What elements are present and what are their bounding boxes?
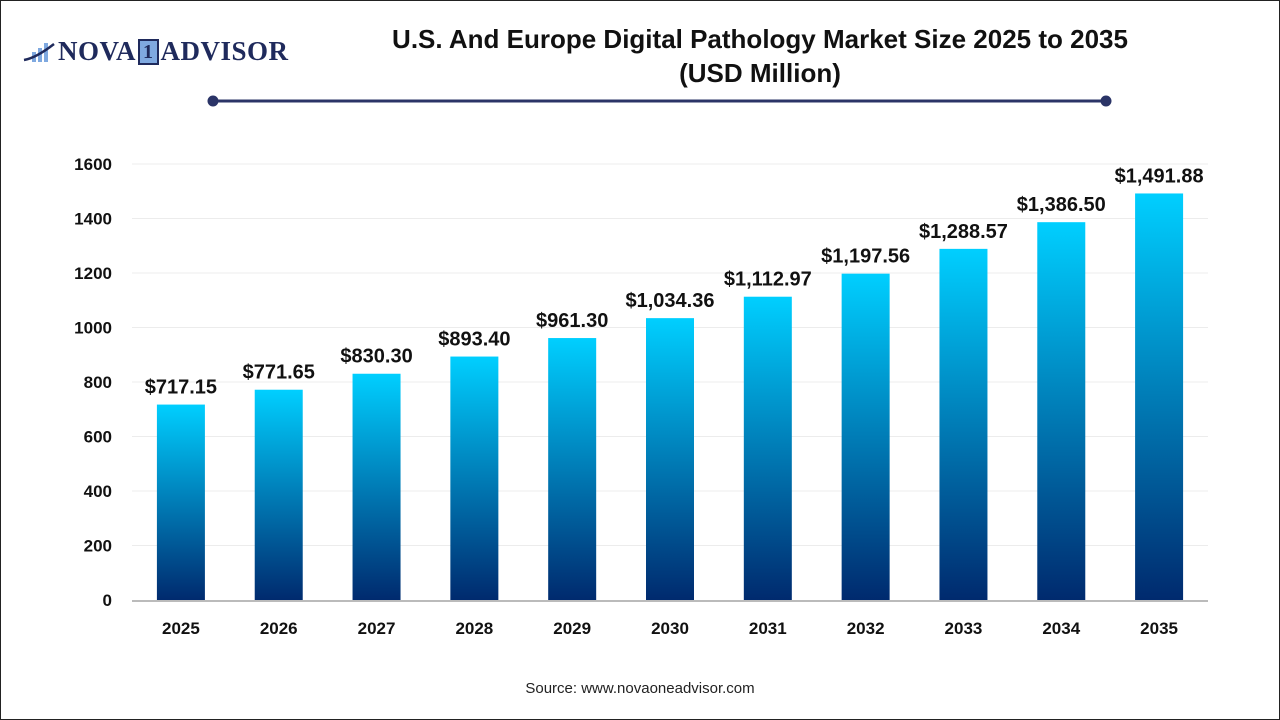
data-label: $1,491.88 bbox=[1115, 165, 1204, 187]
data-label: $1,288.57 bbox=[919, 221, 1008, 243]
logo-one: 1 bbox=[138, 38, 159, 65]
y-tick-label: 1000 bbox=[74, 319, 112, 338]
data-label: $1,197.56 bbox=[821, 246, 910, 268]
data-label: $1,034.36 bbox=[626, 290, 715, 312]
y-tick-label: 200 bbox=[84, 537, 112, 556]
bar-2033 bbox=[939, 248, 988, 600]
data-label: $961.30 bbox=[536, 310, 608, 332]
bar-2025 bbox=[156, 404, 205, 600]
bar-chart-logo-icon bbox=[23, 42, 55, 62]
y-tick-label: 0 bbox=[103, 591, 112, 610]
source-note: Source: www.novaoneadvisor.com bbox=[525, 680, 755, 697]
data-label: $830.30 bbox=[340, 346, 412, 368]
y-tick-label: 1200 bbox=[74, 264, 112, 283]
x-tick-label: 2030 bbox=[651, 619, 689, 638]
data-label: $1,386.50 bbox=[1017, 194, 1106, 216]
data-label: $893.40 bbox=[438, 329, 510, 351]
data-label: $1,112.97 bbox=[724, 269, 812, 291]
x-tick-label: 2034 bbox=[1042, 619, 1080, 638]
y-tick-label: 1600 bbox=[74, 155, 112, 174]
x-tick-label: 2033 bbox=[945, 619, 983, 638]
nova-advisor-logo: NOVA 1 ADVISOR bbox=[22, 36, 289, 67]
x-tick-label: 2028 bbox=[455, 619, 493, 638]
y-tick-label: 600 bbox=[84, 428, 112, 447]
title-rule-dot bbox=[207, 95, 219, 107]
bar-2032 bbox=[841, 273, 890, 600]
bar-2029 bbox=[548, 338, 597, 600]
title-line-2: (USD Million) bbox=[679, 58, 841, 88]
x-tick-label: 2027 bbox=[358, 619, 396, 638]
x-tick-label: 2031 bbox=[749, 619, 787, 638]
data-label: $771.65 bbox=[243, 362, 315, 384]
bar-2034 bbox=[1037, 222, 1086, 600]
logo-text: ADVISOR bbox=[160, 36, 289, 66]
y-tick-label: 400 bbox=[84, 482, 112, 501]
title-rule-dot bbox=[1100, 95, 1112, 107]
title-line-1: U.S. And Europe Digital Pathology Market… bbox=[392, 24, 1128, 54]
x-tick-label: 2035 bbox=[1140, 619, 1178, 638]
x-tick-label: 2032 bbox=[847, 619, 885, 638]
data-label: $717.15 bbox=[145, 377, 217, 399]
y-tick-label: 1400 bbox=[74, 210, 112, 229]
x-tick-label: 2025 bbox=[162, 619, 200, 638]
bar-2030 bbox=[646, 318, 694, 600]
bar-2028 bbox=[450, 356, 499, 600]
x-tick-label: 2026 bbox=[260, 619, 298, 638]
bar-2026 bbox=[254, 389, 303, 600]
chart-title: U.S. And Europe Digital Pathology Market… bbox=[260, 22, 1260, 90]
x-tick-label: 2029 bbox=[553, 619, 591, 638]
y-tick-label: 800 bbox=[84, 373, 112, 392]
bar-2027 bbox=[352, 373, 401, 600]
bar-2035 bbox=[1135, 193, 1184, 600]
logo-text: NOVA bbox=[58, 36, 137, 66]
bar-2031 bbox=[743, 296, 792, 600]
